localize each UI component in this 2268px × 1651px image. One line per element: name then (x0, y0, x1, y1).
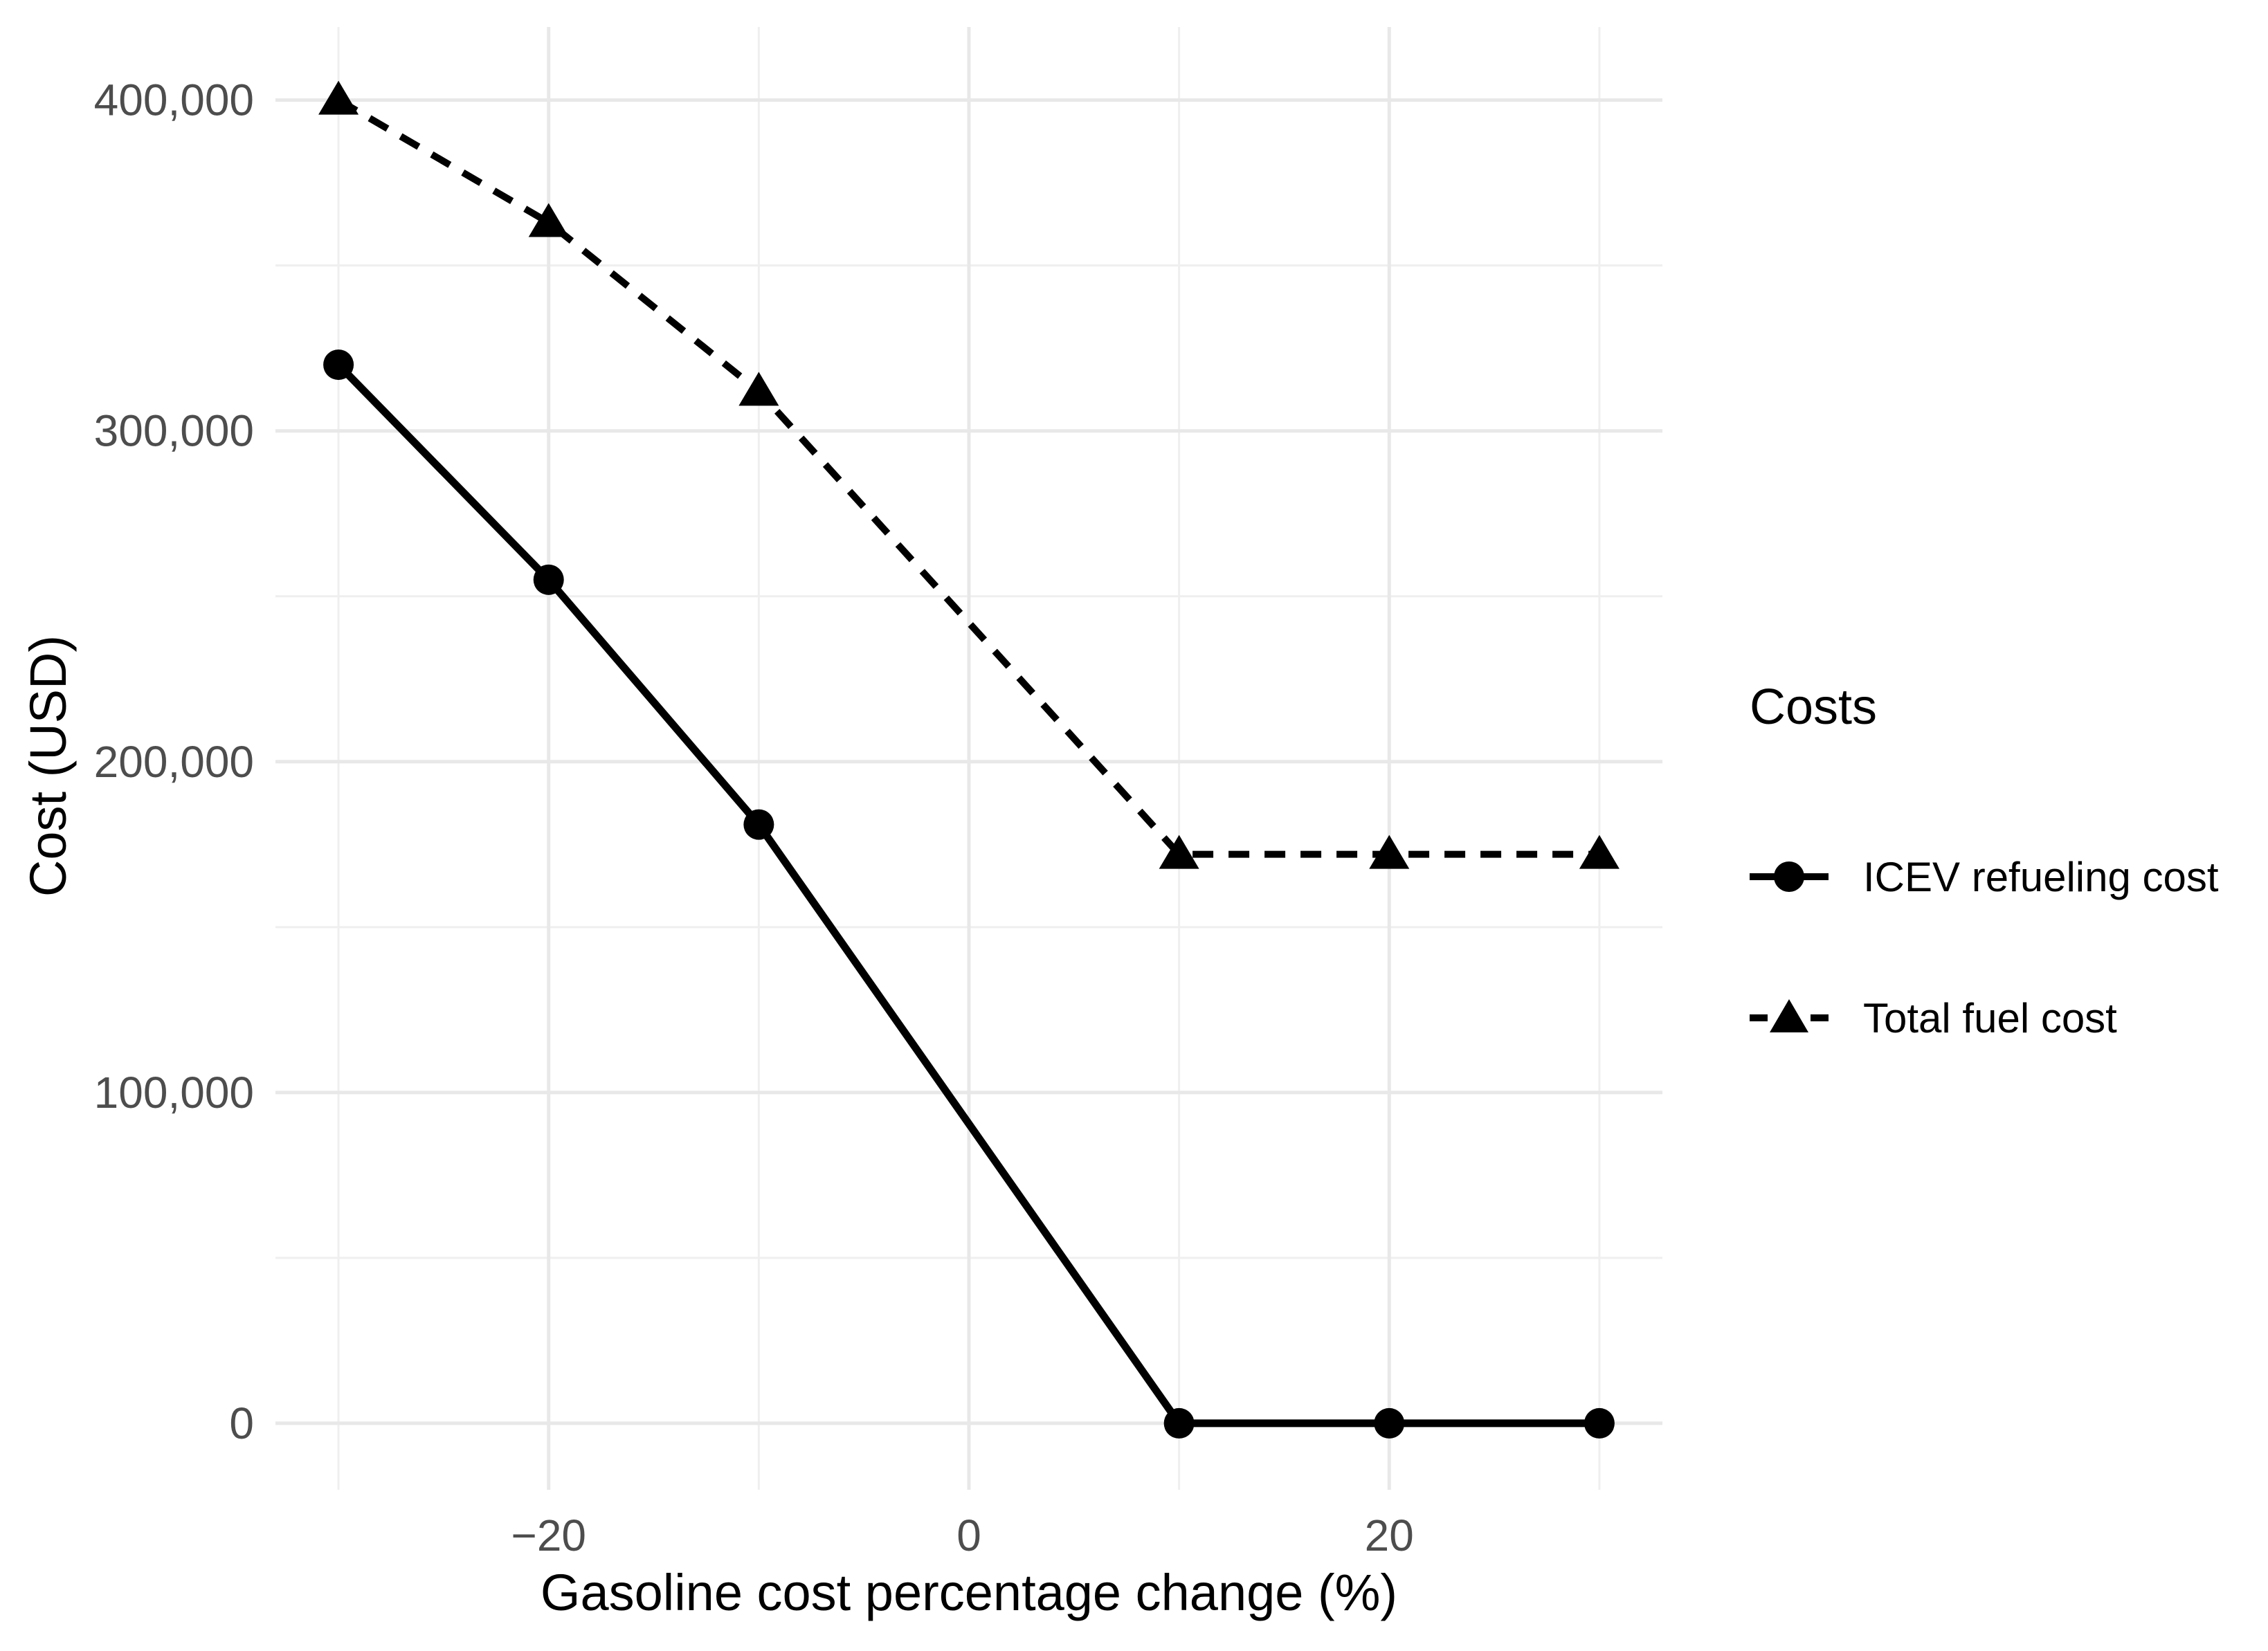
data-point-circle (323, 349, 354, 381)
y-tick-label: 400,000 (94, 75, 254, 125)
data-point-triangle (1579, 834, 1620, 869)
axis-tick-labels: 0 100,000 200,000 300,000 400,000 −20 0 20 (94, 75, 1414, 1560)
x-tick-label: 20 (1365, 1511, 1414, 1560)
data-point-circle (743, 809, 774, 840)
data-point-circle (1584, 1407, 1615, 1439)
data-point-circle (1163, 1407, 1195, 1439)
x-tick-label: 0 (956, 1511, 981, 1560)
series-line-icev (336, 362, 1599, 1427)
series-layer (318, 80, 1620, 1439)
y-tick-label: 300,000 (94, 406, 254, 456)
legend-item-total-fuel-cost: Total fuel cost (1750, 995, 2117, 1041)
data-point-triangle (738, 372, 779, 406)
y-tick-label: 100,000 (94, 1068, 254, 1118)
data-point-triangle (1159, 834, 1199, 869)
data-point-circle (1374, 1407, 1405, 1439)
y-tick-label: 0 (229, 1398, 254, 1448)
series-line-total (336, 97, 1599, 858)
data-point-circle (533, 564, 564, 595)
data-point-triangle (318, 80, 359, 115)
data-point-triangle (1369, 834, 1410, 869)
legend-label-icev-refueling-cost: ICEV refueling cost (1863, 854, 2219, 900)
x-axis-title: Gasoline cost percentage change (%) (541, 1564, 1397, 1621)
y-axis-title: Cost (USD) (19, 635, 77, 897)
circle-marker-key-icon (1774, 861, 1804, 892)
triangle-marker-key-icon (1770, 999, 1808, 1032)
legend-title: Costs (1750, 679, 1877, 735)
legend: Costs ICEV refueling cost Total fuel cos… (1750, 679, 2219, 1041)
gridlines-major (275, 27, 1662, 1490)
x-tick-label: −20 (511, 1511, 586, 1560)
legend-item-icev-refueling-cost: ICEV refueling cost (1750, 854, 2219, 900)
data-point-triangle (528, 203, 569, 237)
legend-label-total-fuel-cost: Total fuel cost (1863, 995, 2117, 1041)
y-tick-label: 200,000 (94, 737, 254, 787)
